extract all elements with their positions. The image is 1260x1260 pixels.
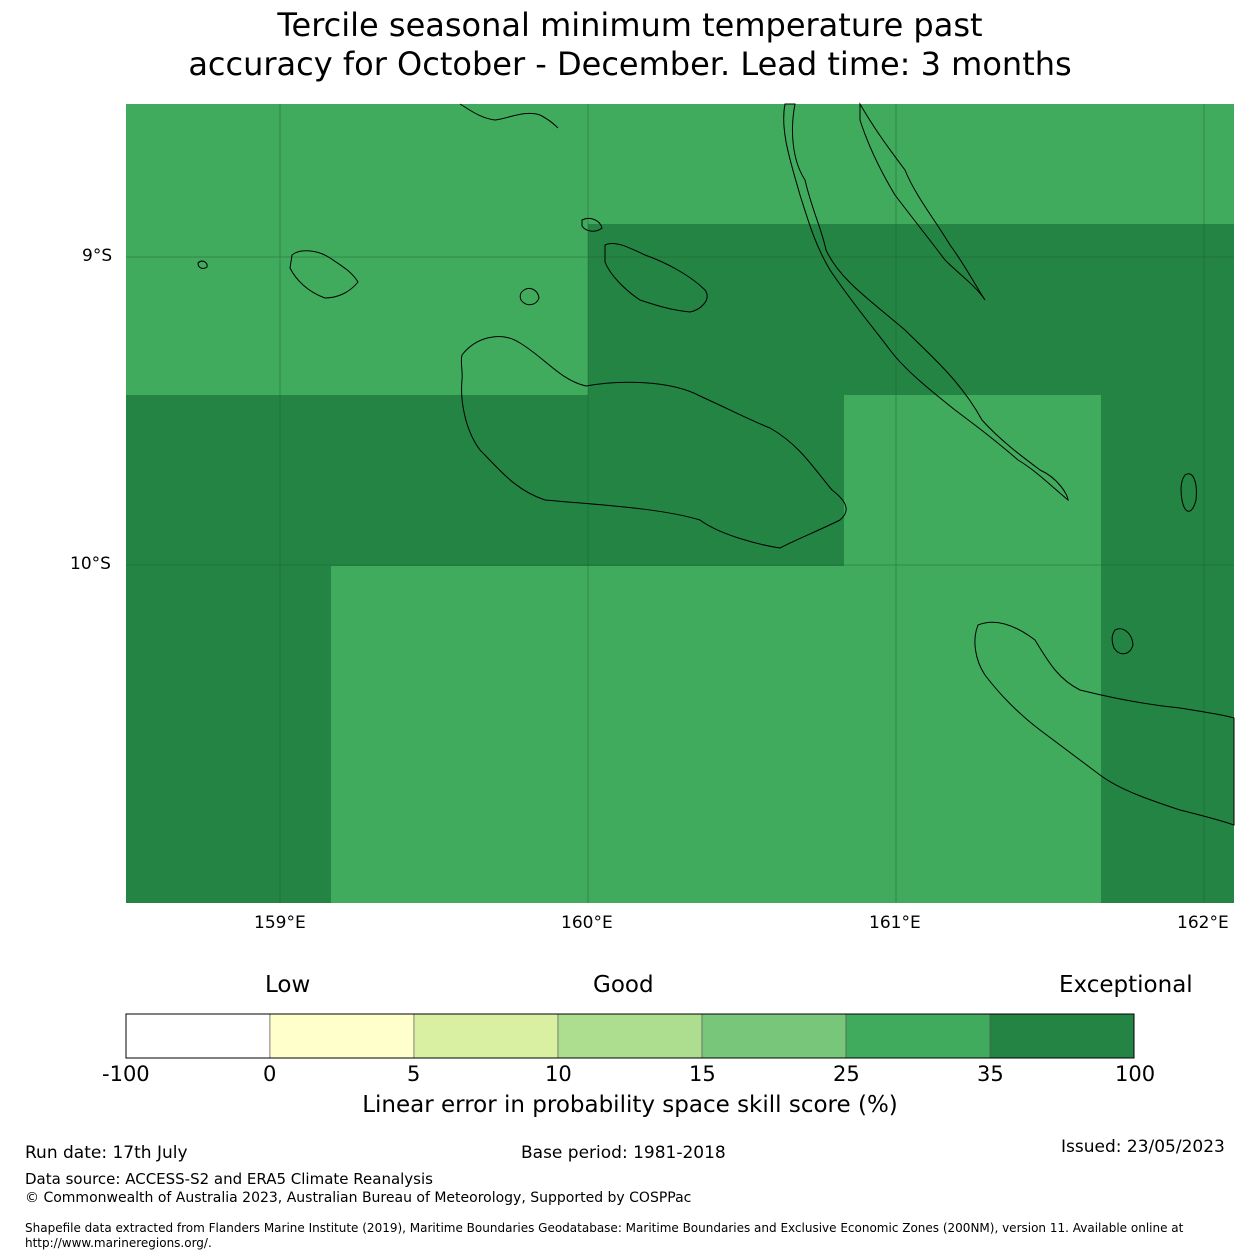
- colorbar-title: Linear error in probability space skill …: [362, 1092, 898, 1118]
- colorbar-tick-label: 10: [545, 1062, 572, 1086]
- coast-malaita: [783, 103, 1069, 502]
- lat-label-10s: 10°S: [70, 554, 111, 574]
- colorbar-outline: [125, 1013, 1135, 1059]
- chart-title-line1: Tercile seasonal minimum temperature pas…: [277, 6, 983, 44]
- coast-islet-west: [197, 260, 208, 269]
- colorbar-tick-label: 5: [407, 1062, 421, 1086]
- issued-date: Issued: 23/05/2023: [1061, 1137, 1225, 1157]
- shapefile-credit-line1: Shapefile data extracted from Flanders M…: [25, 1221, 1184, 1235]
- colorbar-tick-label: 15: [689, 1062, 716, 1086]
- skill-cell-ne: [588, 224, 1234, 395]
- coast-north-islets: [459, 103, 559, 129]
- lon-label-160e: 160°E: [561, 913, 613, 933]
- skill-cell-mid-west: [126, 395, 844, 566]
- coast-guadalcanal: [460, 336, 847, 549]
- lon-label-161e: 161°E: [869, 913, 921, 933]
- colorbar-box: [413, 1013, 559, 1059]
- colorbar-box: [845, 1013, 991, 1059]
- colorbar-boxes: [125, 1013, 1135, 1059]
- data-source: Data source: ACCESS-S2 and ERA5 Climate …: [25, 1170, 433, 1188]
- colorbar-box: [989, 1013, 1135, 1059]
- coast-makira: [974, 621, 1235, 826]
- chart-title-line2: accuracy for October - December. Lead ti…: [188, 45, 1072, 83]
- colorbar-box: [125, 1013, 271, 1059]
- skill-cell-sw: [126, 566, 331, 903]
- colorbar-box: [701, 1013, 847, 1059]
- colorbar-heading-exceptional: Exceptional: [1059, 972, 1193, 998]
- coast-russell-islands: [289, 250, 359, 299]
- coast-islet-nggela: [581, 217, 603, 232]
- coast-ulawa: [1111, 628, 1134, 655]
- shapefile-credit-line2: http://www.marineregions.org/.: [25, 1236, 212, 1250]
- coast-florida-islands: [604, 242, 708, 313]
- colorbar-tick-label: -100: [102, 1062, 150, 1086]
- coast-small-malaita-islet: [1180, 473, 1197, 512]
- colorbar-heading-low: Low: [265, 972, 311, 998]
- coast-savo: [519, 287, 540, 306]
- base-period: Base period: 1981-2018: [521, 1143, 726, 1163]
- colorbar-tick-label: 0: [263, 1062, 277, 1086]
- colorbar-box: [557, 1013, 703, 1059]
- coast-malaita-north: [859, 102, 986, 301]
- colorbar-box: [269, 1013, 415, 1059]
- colorbar-tick-label: 100: [1115, 1062, 1156, 1086]
- copyright: © Commonwealth of Australia 2023, Austra…: [25, 1190, 692, 1206]
- colorbar-tick-label: 35: [977, 1062, 1004, 1086]
- run-date: Run date: 17th July: [25, 1143, 188, 1163]
- lat-label-9s: 9°S: [82, 246, 113, 266]
- colorbar-heading-good: Good: [593, 972, 654, 998]
- lon-label-159e: 159°E: [254, 913, 306, 933]
- colorbar-tick-label: 25: [833, 1062, 860, 1086]
- lon-label-162e: 162°E: [1177, 913, 1229, 933]
- coastlines: [197, 102, 1235, 826]
